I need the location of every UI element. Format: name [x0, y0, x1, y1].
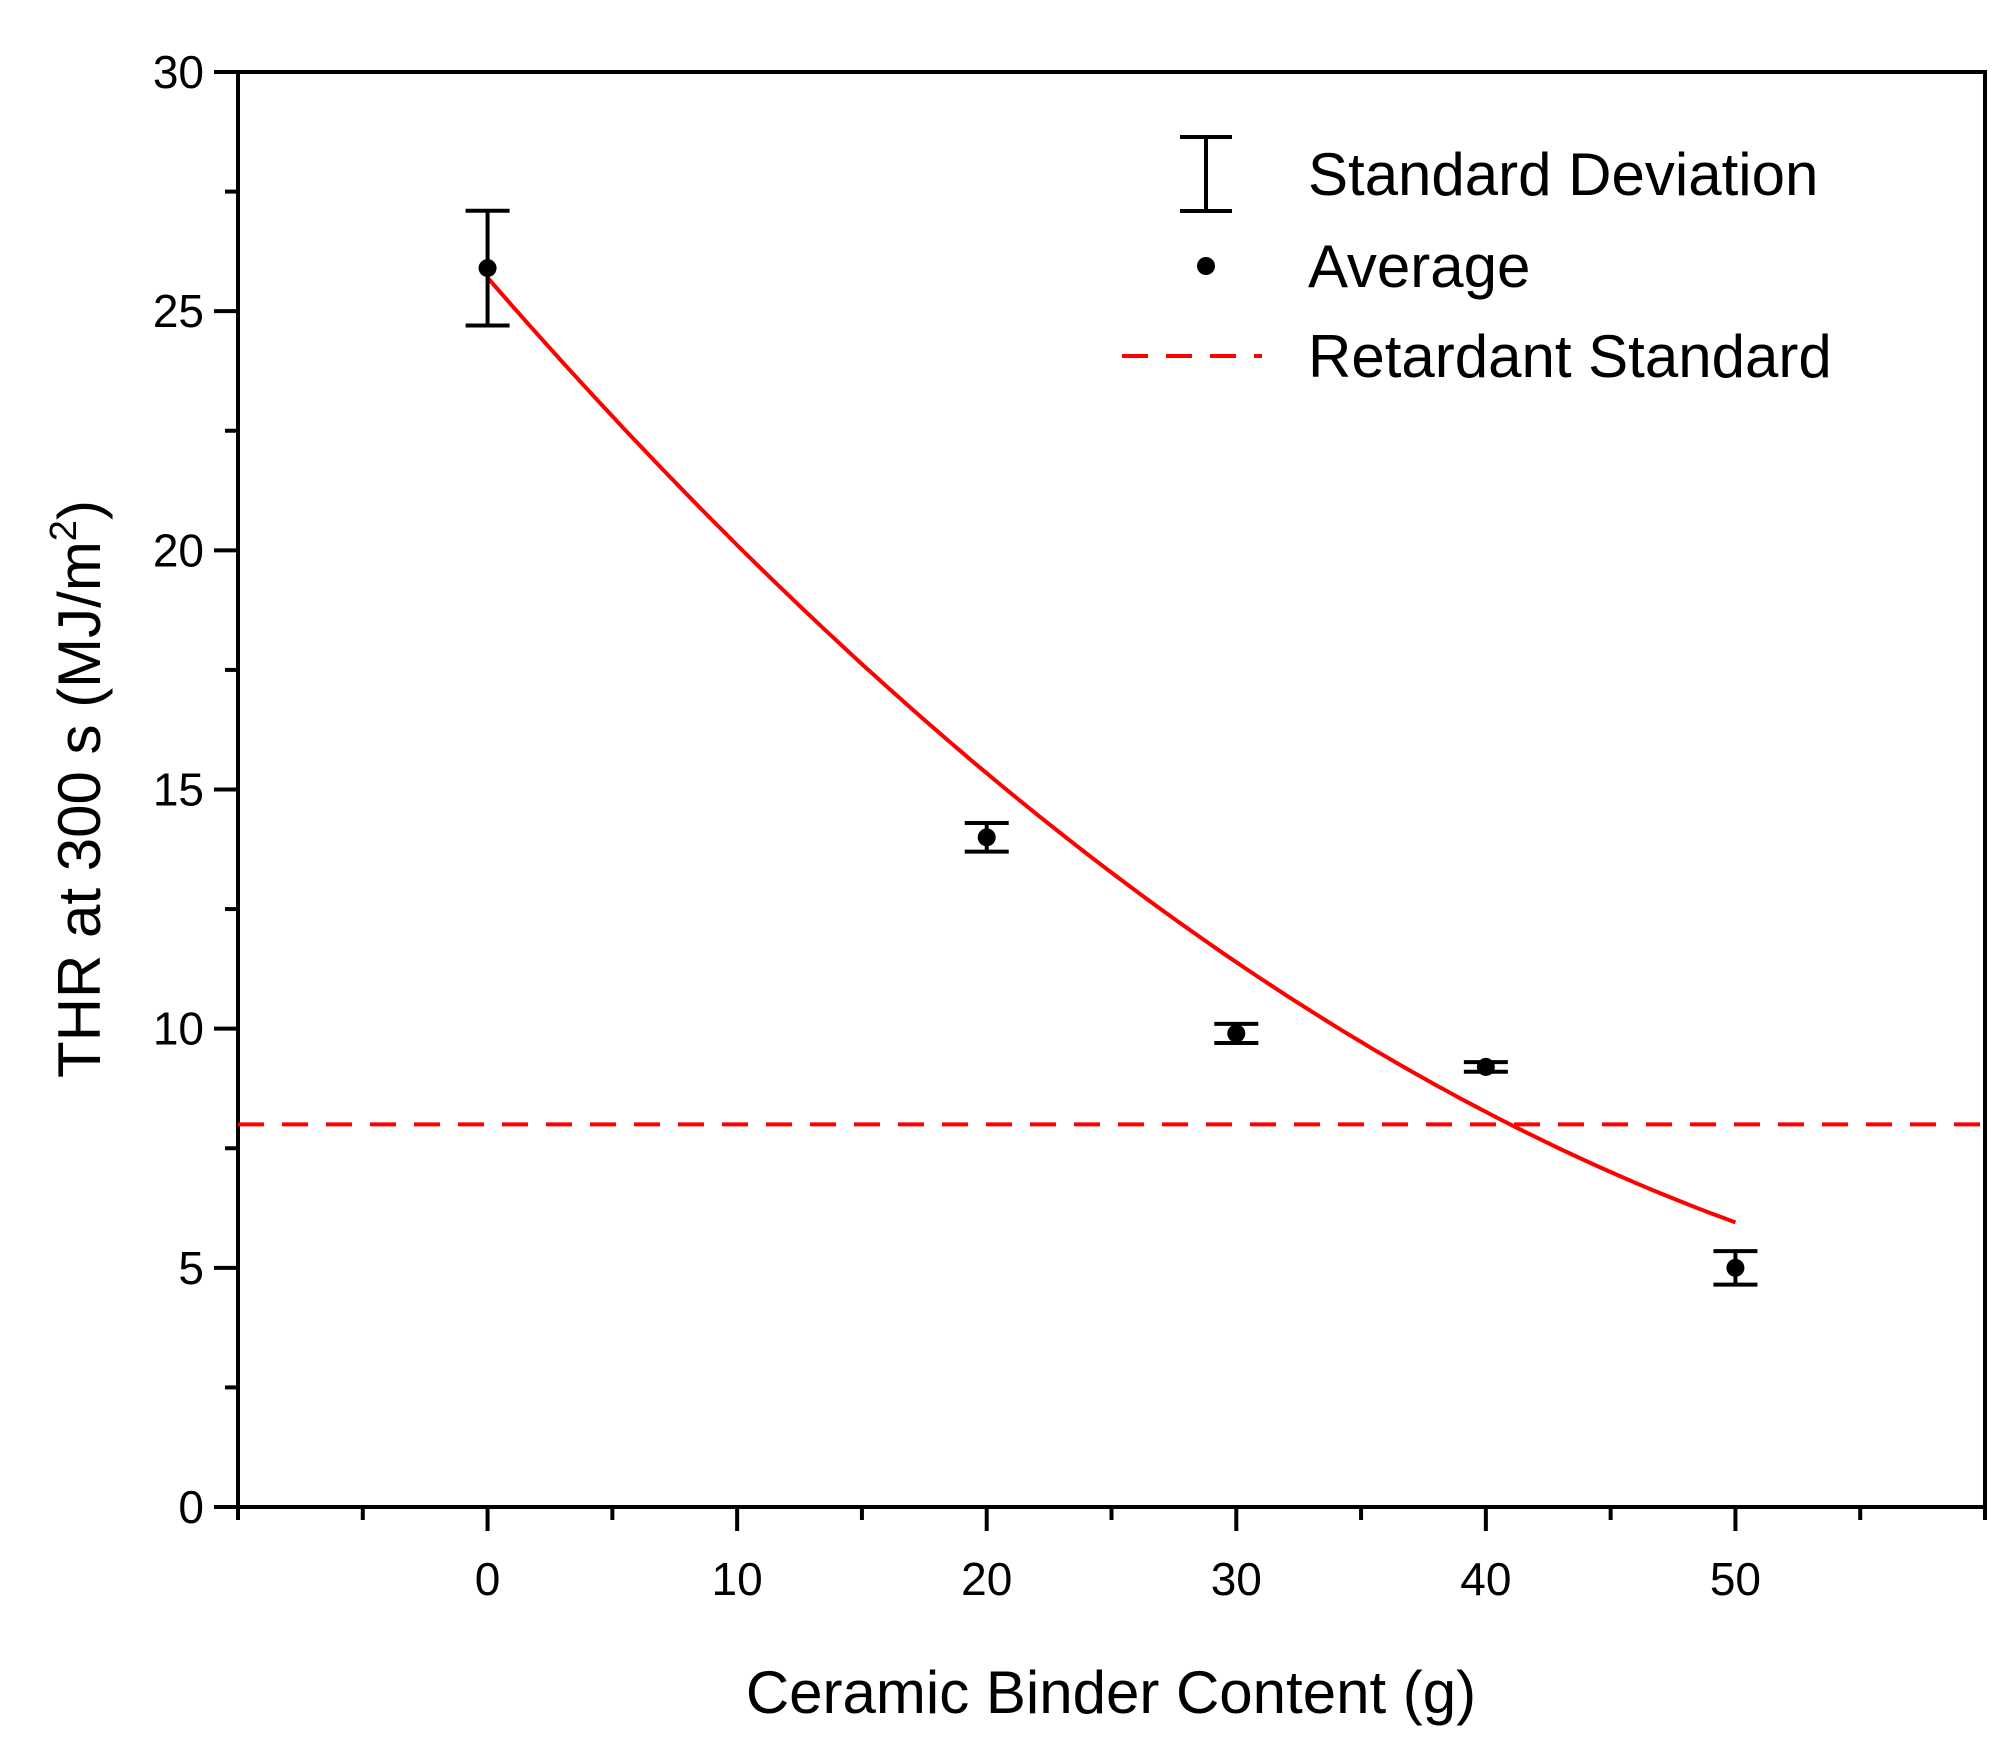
fit-curve — [486, 276, 1737, 1225]
y-axis-title-main: THR at 300 s (MJ/m — [46, 541, 113, 1078]
data-point — [1227, 1024, 1246, 1043]
x-tick-label: 40 — [1460, 1553, 1511, 1605]
y-axis-title-suffix: ) — [46, 500, 113, 520]
legend-item-standard-deviation: Standard Deviation — [1180, 135, 1818, 213]
legend-item-average: Average — [1197, 233, 1530, 300]
y-tick-label: 20 — [153, 524, 204, 576]
y-tick-label: 30 — [153, 46, 204, 98]
x-tick-label: 0 — [475, 1553, 501, 1605]
x-axis-ticks: 0 10 20 30 40 50 — [236, 1507, 1987, 1605]
fit-curve-layer — [486, 276, 1737, 1225]
data-points-layer — [465, 208, 1758, 1287]
data-point — [1476, 1057, 1495, 1076]
x-tick-label: 50 — [1710, 1553, 1761, 1605]
y-tick-label: 5 — [178, 1242, 204, 1294]
legend-label-standard-deviation: Standard Deviation — [1308, 141, 1818, 208]
y-tick-label: 25 — [153, 285, 204, 337]
y-tick-label: 0 — [178, 1481, 204, 1533]
legend-item-retardant-standard: Retardant Standard — [1122, 323, 1832, 390]
y-axis-ticks: 0 5 10 15 20 25 30 — [153, 46, 238, 1533]
plot-frame — [236, 70, 1987, 1509]
legend-label-retardant-standard: Retardant Standard — [1308, 323, 1832, 390]
data-point — [478, 259, 497, 278]
x-tick-label: 10 — [712, 1553, 763, 1605]
y-axis-title-superscript: 2 — [43, 520, 85, 541]
legend-label-average: Average — [1308, 233, 1530, 300]
y-tick-label: 15 — [153, 764, 204, 816]
x-tick-label: 30 — [1211, 1553, 1262, 1605]
data-point — [1726, 1258, 1745, 1277]
x-axis-title: Ceramic Binder Content (g) — [746, 1659, 1476, 1726]
legend-dot-symbol — [1197, 257, 1215, 275]
y-axis-title: THR at 300 s (MJ/m2) — [43, 500, 113, 1078]
legend: Standard Deviation Average Retardant Sta… — [1122, 135, 1832, 390]
x-tick-label: 20 — [961, 1553, 1012, 1605]
data-point — [977, 828, 996, 847]
y-tick-label: 10 — [153, 1003, 204, 1055]
